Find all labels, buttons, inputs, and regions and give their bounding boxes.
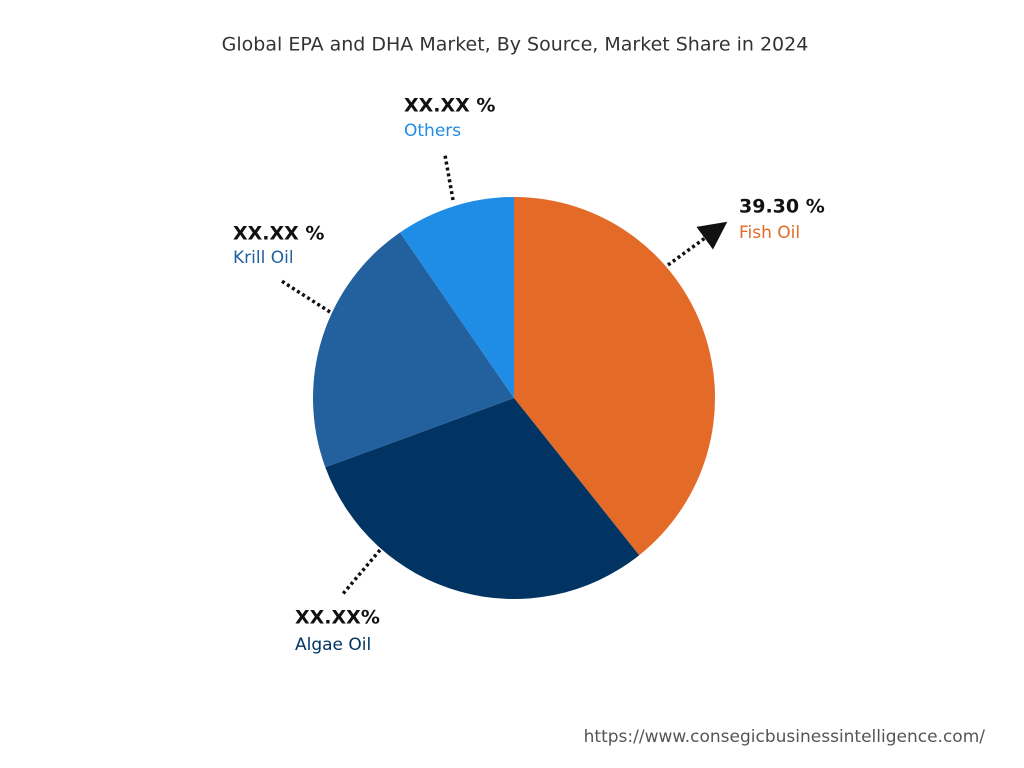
pie-slice [514, 197, 715, 556]
pie-slice [325, 398, 640, 599]
footer-url: https://www.consegicbusinessintelligence… [584, 727, 986, 747]
value-label: XX.XX% [295, 607, 380, 629]
category-label: Krill Oil [233, 248, 294, 268]
pie-slice [399, 197, 514, 398]
value-label: XX.XX % [404, 95, 495, 117]
pie-slice [312, 232, 514, 468]
category-label: Others [404, 121, 461, 141]
value-label: 39.30 % [739, 196, 825, 218]
chart-title: Global EPA and DHA Market, By Source, Ma… [222, 34, 809, 56]
category-label: Fish Oil [739, 223, 800, 243]
value-label: XX.XX % [233, 223, 324, 245]
leader-lines [279, 154, 728, 597]
category-label: Algae Oil [295, 635, 371, 655]
